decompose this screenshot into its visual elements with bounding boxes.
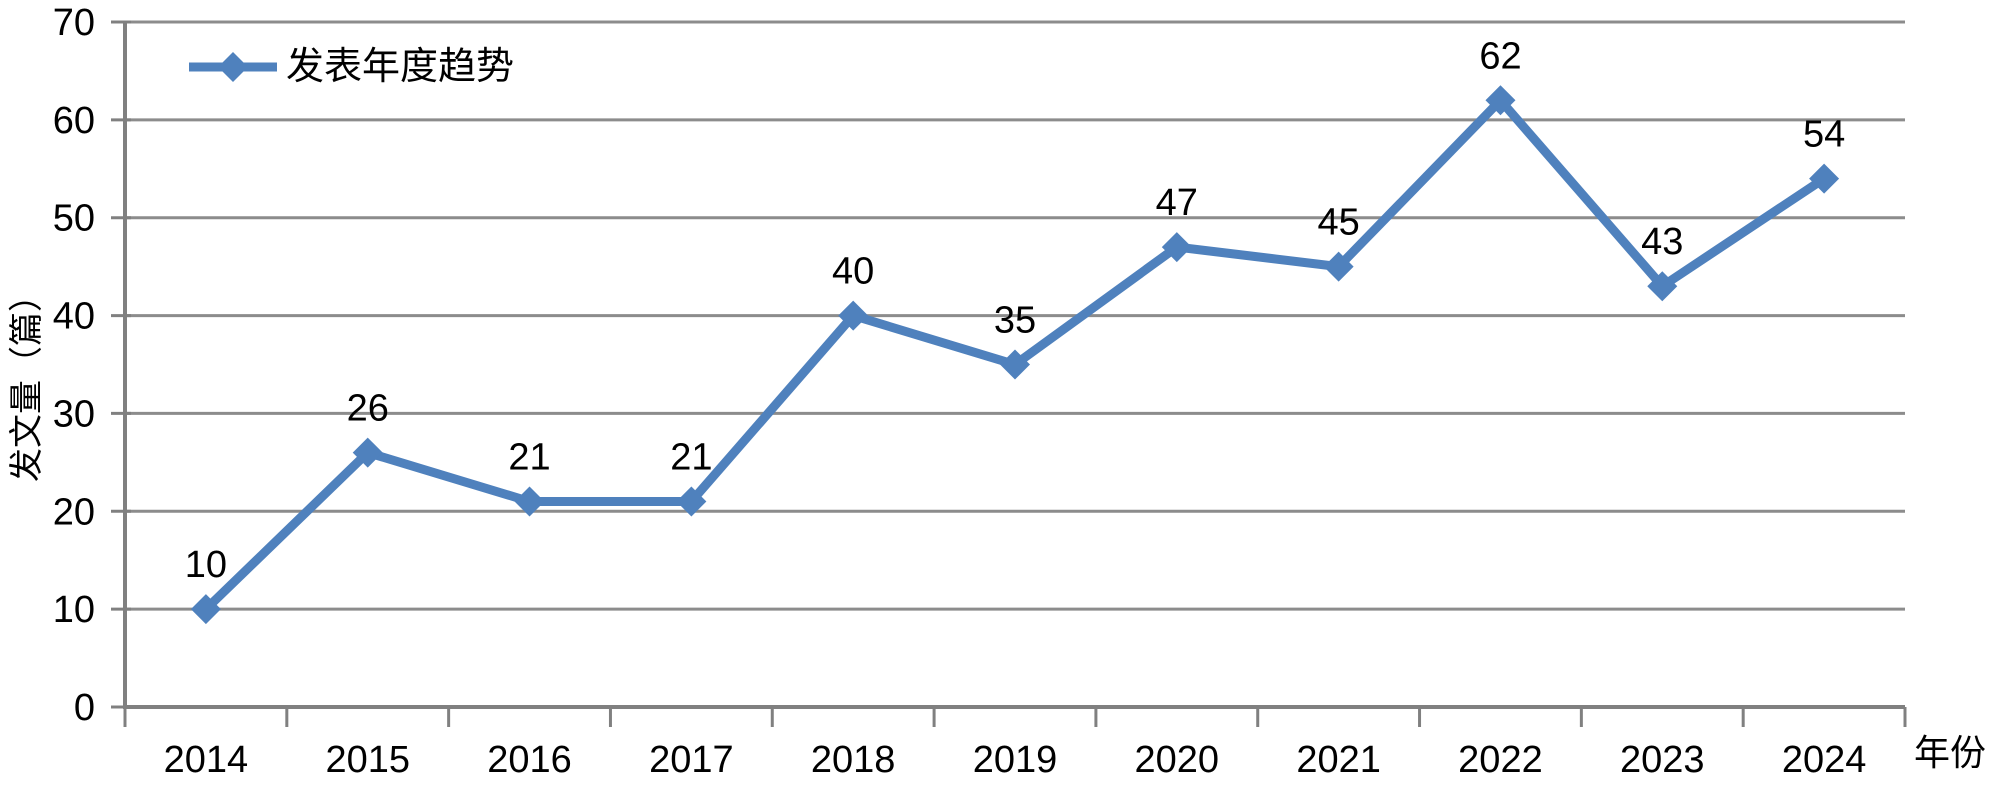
data-point-marker (1000, 349, 1030, 380)
data-label: 54 (1803, 114, 1845, 156)
x-tick-label: 2019 (973, 739, 1058, 781)
data-label: 40 (832, 251, 874, 293)
data-label: 35 (994, 300, 1036, 342)
data-label: 45 (1317, 202, 1359, 244)
data-label: 21 (670, 437, 712, 479)
y-tick-label: 60 (53, 100, 95, 142)
x-tick-label: 2018 (811, 739, 896, 781)
data-point-marker (1647, 271, 1678, 302)
y-tick-label: 30 (53, 393, 95, 435)
legend: 发表年度趋势 (188, 44, 514, 90)
data-label: 47 (1156, 182, 1198, 224)
data-point-marker (1323, 251, 1354, 282)
data-label: 62 (1479, 35, 1521, 77)
data-point-marker (1809, 163, 1840, 194)
y-tick-label: 40 (53, 296, 95, 338)
x-tick-label: 2020 (1135, 739, 1220, 781)
data-label: 21 (508, 437, 550, 479)
x-tick-label: 2016 (487, 739, 572, 781)
y-tick-label: 70 (53, 2, 95, 44)
x-tick-label: 2017 (649, 739, 734, 781)
y-tick-label: 0 (74, 687, 95, 729)
x-tick-label: 2014 (164, 739, 249, 781)
x-tick-label: 2021 (1296, 739, 1381, 781)
x-tick-label: 2015 (325, 739, 410, 781)
data-label: 10 (185, 544, 227, 586)
data-point-marker (190, 594, 221, 625)
legend-label: 发表年度趋势 (286, 46, 515, 88)
data-point-marker (352, 437, 383, 468)
x-tick-label: 2024 (1782, 739, 1867, 781)
y-tick-label: 20 (53, 491, 95, 533)
y-tick-label: 10 (53, 589, 95, 631)
data-point-marker (676, 486, 707, 517)
x-axis-title: 年份 (1914, 732, 1987, 773)
y-tick-label: 50 (53, 198, 95, 240)
x-tick-label: 2022 (1458, 739, 1543, 781)
data-label: 26 (347, 388, 389, 430)
data-point-marker (1161, 232, 1192, 263)
y-axis-title: 发文量（篇） (8, 278, 46, 482)
data-point-marker (514, 486, 545, 517)
data-label: 43 (1641, 221, 1683, 263)
data-point-marker (838, 300, 869, 331)
legend-line-marker-icon (189, 52, 277, 82)
data-point-marker (1485, 85, 1516, 116)
x-tick-label: 2023 (1620, 739, 1705, 781)
